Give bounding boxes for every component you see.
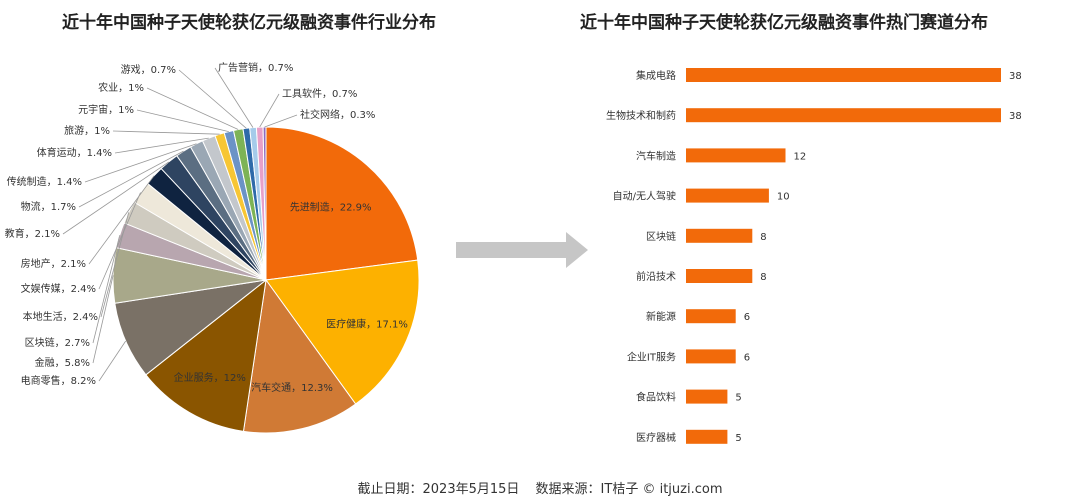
bar-category-label-4: 区块链 xyxy=(646,230,676,243)
pie-label-15: 元宇宙，1% xyxy=(78,103,134,116)
bar-category-label-8: 食品饮料 xyxy=(636,391,676,404)
cutoff-date: 截止日期：2023年5月15日 xyxy=(357,482,520,497)
bar-1 xyxy=(686,108,1001,123)
pie-label-16: 农业，1% xyxy=(98,81,144,94)
bar-8 xyxy=(686,389,728,404)
pie-label-14: 旅游，1% xyxy=(64,124,110,137)
pie-label-6: 区块链，2.7% xyxy=(25,336,90,349)
bar-value-label-7: 6 xyxy=(744,352,750,363)
bar-category-label-1: 生物技术和制药 xyxy=(606,109,676,122)
pie-label-17: 游戏，0.7% xyxy=(121,63,176,76)
bar-category-label-3: 自动/无人驾驶 xyxy=(613,190,676,203)
pie-leader-15 xyxy=(136,109,229,132)
pie-slice-1 xyxy=(265,259,420,405)
bar-value-label-5: 8 xyxy=(760,272,766,283)
footer: 截止日期：2023年5月15日 数据来源：IT桔子 © itjuzi.com xyxy=(0,478,1080,497)
pie-slice-2 xyxy=(242,278,357,434)
bar-value-label-0: 38 xyxy=(1009,71,1022,82)
bar-3 xyxy=(686,188,769,203)
pie-label-8: 文娱传媒，2.4% xyxy=(21,282,96,295)
bar-2 xyxy=(686,148,786,163)
pie-slice-3 xyxy=(145,278,267,432)
bar-value-label-1: 38 xyxy=(1009,111,1022,122)
bar-value-label-9: 5 xyxy=(735,433,741,444)
bar-value-label-3: 10 xyxy=(777,192,790,203)
right-arrow-icon xyxy=(456,232,588,268)
bar-category-label-5: 前沿技术 xyxy=(636,270,676,283)
bar-category-label-2: 汽车制造 xyxy=(636,149,676,162)
industry-pie-chart: 先进制造，22.9% 医疗健康，17.1% 汽车交通，12.3% 企业服务，12% 电商… xyxy=(5,61,420,434)
pie-label-9: 房地产，2.1% xyxy=(21,257,86,270)
pie-leader-20 xyxy=(264,114,298,128)
pie-label-7: 本地生活，2.4% xyxy=(23,310,98,323)
pie-label-20: 社交网络，0.3% xyxy=(300,108,375,121)
pie-leader-14 xyxy=(112,130,220,135)
bar-category-label-0: 集成电路 xyxy=(636,69,676,82)
pie-label-4: 电商零售，8.2% xyxy=(21,374,96,387)
pie-leader-9 xyxy=(88,175,155,265)
bar-category-label-7: 企业IT服务 xyxy=(627,350,676,363)
pie-leader-19 xyxy=(259,93,280,128)
pie-leader-18 xyxy=(214,67,254,128)
pie-label-1: 医疗健康，17.1% xyxy=(326,318,408,331)
bar-category-label-9: 医疗器械 xyxy=(636,431,676,444)
data-source: 数据来源：IT桔子 © itjuzi.com xyxy=(535,482,723,497)
pie-label-11: 物流，1.7% xyxy=(21,200,76,213)
bar-6 xyxy=(686,309,736,324)
pie-leader-17 xyxy=(178,69,247,129)
track-bar-chart: 集成电路 38 生物技术和制药 38 汽车制造 12 自动/无人驾驶 10 区块链 8 前沿技术 8 新… xyxy=(606,68,1022,444)
pie-label-3: 企业服务，12% xyxy=(174,371,246,384)
bar-value-label-6: 6 xyxy=(744,312,750,323)
bar-5 xyxy=(686,269,753,283)
pie-label-13: 体育运动，1.4% xyxy=(37,146,112,159)
bar-4 xyxy=(686,228,753,243)
pie-label-10: 教育，2.1% xyxy=(5,227,60,240)
bar-value-label-8: 5 xyxy=(735,393,741,404)
pie-leader-5 xyxy=(92,275,114,364)
pie-leader-6 xyxy=(92,235,121,344)
pie-leader-12 xyxy=(84,143,197,183)
pie-label-12: 传统制造，1.4% xyxy=(7,175,82,188)
pie-leader-16 xyxy=(146,87,239,130)
pie-leader-13 xyxy=(114,137,209,154)
bar-value-label-4: 8 xyxy=(760,232,766,243)
pie-label-19: 工具软件，0.7% xyxy=(282,87,357,100)
bar-category-label-6: 新能源 xyxy=(646,310,676,323)
pie-label-2: 汽车交通，12.3% xyxy=(251,381,333,394)
bar-0 xyxy=(686,68,1001,82)
pie-leader-8 xyxy=(98,192,141,290)
pie-label-18: 广告营销，0.7% xyxy=(218,61,293,74)
bar-value-label-2: 12 xyxy=(794,151,807,162)
pie-leader-11 xyxy=(78,150,184,208)
bar-chart-title: 近十年中国种子天使轮获亿元级融资事件热门赛道分布 xyxy=(580,13,988,33)
pie-chart-title: 近十年中国种子天使轮获亿元级融资事件行业分布 xyxy=(62,13,436,33)
pie-slice-0 xyxy=(265,126,419,281)
pie-label-0: 先进制造，22.9% xyxy=(290,200,372,213)
pie-leader-10 xyxy=(62,161,170,235)
bar-9 xyxy=(686,429,728,444)
pie-label-5: 金融，5.8% xyxy=(35,356,90,369)
pie-slice-20 xyxy=(262,126,267,281)
pie-leader-4 xyxy=(98,340,127,382)
bar-7 xyxy=(686,349,736,364)
